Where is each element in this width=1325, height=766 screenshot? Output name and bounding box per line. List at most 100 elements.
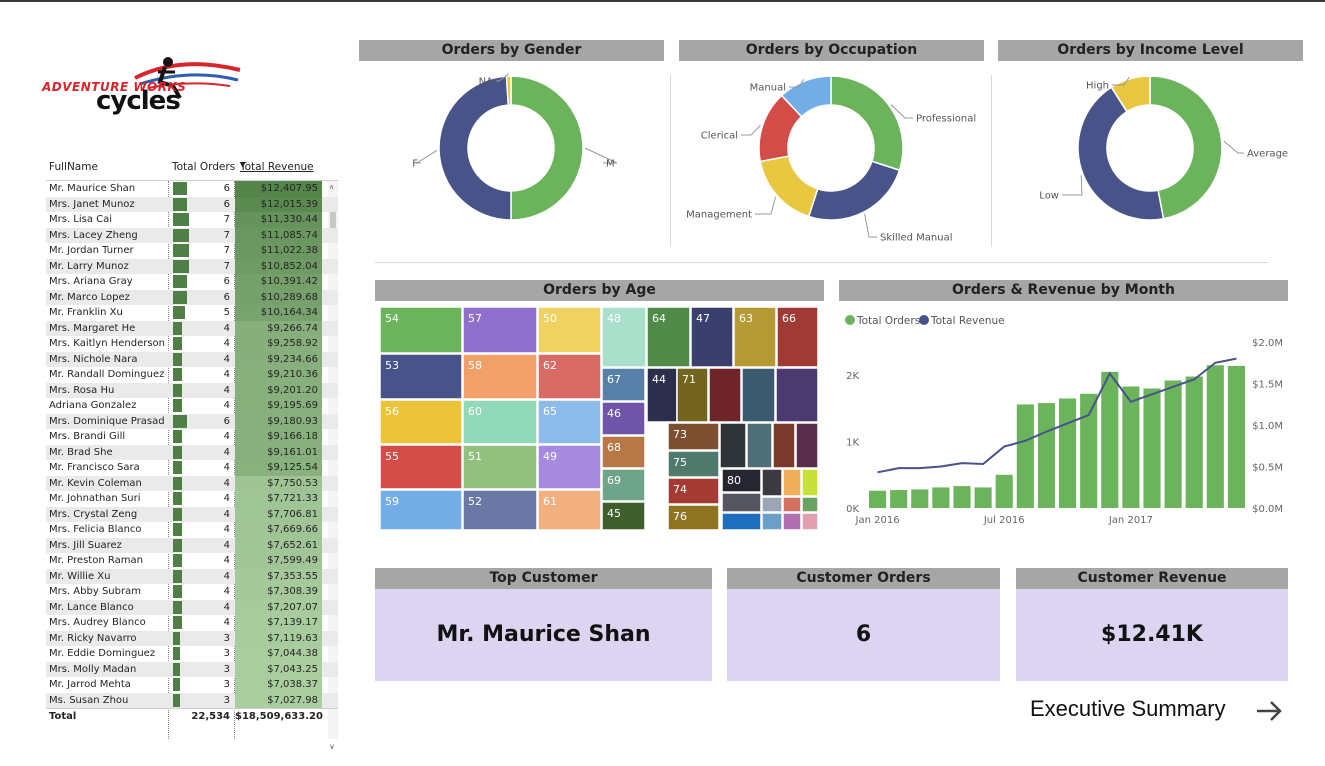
- orders-by-occupation-chart[interactable]: Professional Skilled Manual Management Cler…: [679, 62, 984, 262]
- treemap-cell-age-57[interactable]: [462, 306, 538, 354]
- table-row[interactable]: Mr. Jarrod Mehta 3 $7,038.37: [46, 677, 338, 693]
- treemap-cell-age-68[interactable]: [601, 435, 646, 469]
- treemap-cell-age-66[interactable]: [776, 306, 819, 368]
- table-row[interactable]: Mrs. Janet Munoz 6 $12,015.39: [46, 196, 338, 212]
- orders-bar[interactable]: [974, 487, 992, 508]
- table-row[interactable]: Mrs. Ariana Gray 6 $10,391.42: [46, 274, 338, 290]
- orders-bar[interactable]: [1143, 388, 1161, 508]
- orders-bar[interactable]: [1185, 376, 1203, 508]
- table-row[interactable]: Mr. Eddie Dominguez 3 $7,044.38: [46, 646, 338, 662]
- treemap-cell[interactable]: [782, 468, 802, 497]
- table-row[interactable]: Mr. Maurice Shan 6 $12,407.95: [46, 181, 338, 197]
- table-row[interactable]: Mrs. Lisa Cai 7 $11,330.44: [46, 212, 338, 228]
- table-row[interactable]: Mrs. Rosa Hu 4 $9,201.20: [46, 382, 338, 398]
- orders-bar[interactable]: [932, 487, 950, 508]
- treemap-cell-age-50[interactable]: [537, 306, 602, 354]
- table-row[interactable]: Mr. Randall Dominguez 4 $9,210.36: [46, 367, 338, 383]
- treemap-cell-age-55[interactable]: [379, 444, 463, 490]
- treemap-cell-age-51[interactable]: [462, 444, 538, 490]
- table-row[interactable]: Mr. Franklin Xu 5 $10,164.34: [46, 305, 338, 321]
- treemap-cell-age-53[interactable]: [379, 353, 463, 400]
- table-row[interactable]: Mrs. Margaret He 4 $9,266.74: [46, 320, 338, 336]
- table-row[interactable]: Mr. Larry Munoz 7 $10,852.04: [46, 258, 338, 274]
- donut-slice-average[interactable]: [1149, 75, 1223, 220]
- column-header-total-orders[interactable]: Total Orders: [172, 161, 236, 173]
- table-row[interactable]: Mr. Lance Blanco 4 $7,207.07: [46, 599, 338, 615]
- treemap-cell[interactable]: [761, 512, 783, 531]
- treemap-cell[interactable]: [721, 512, 762, 531]
- treemap-cell-age-76[interactable]: [667, 504, 720, 531]
- table-row[interactable]: Mrs. Kaitlyn Henderson 4 $9,258.92: [46, 336, 338, 352]
- treemap-cell-age-58[interactable]: [462, 353, 538, 400]
- treemap-cell[interactable]: [782, 512, 802, 531]
- treemap-cell-age-56[interactable]: [379, 399, 463, 445]
- treemap-cell-age-60[interactable]: [462, 399, 538, 445]
- treemap-cell-age-80[interactable]: [721, 468, 762, 493]
- orders-by-income-chart[interactable]: Average Low High: [998, 62, 1303, 262]
- treemap-cell-age-59[interactable]: [379, 489, 463, 531]
- treemap-cell-age-47[interactable]: [690, 306, 734, 368]
- table-row[interactable]: Mr. Brad She 4 $9,161.01: [46, 444, 338, 460]
- treemap-cell[interactable]: [801, 496, 819, 513]
- treemap-cell[interactable]: [801, 512, 819, 531]
- donut-slice-na[interactable]: [505, 75, 512, 106]
- table-row[interactable]: Mrs. Abby Subram 4 $7,308.39: [46, 584, 338, 600]
- scroll-thumb[interactable]: [330, 209, 336, 241]
- treemap-cell-age-65[interactable]: [537, 399, 602, 445]
- treemap-cell-age-64[interactable]: [646, 306, 691, 368]
- donut-slice-skilled-manual[interactable]: [807, 160, 901, 221]
- revenue-line[interactable]: [877, 357, 1237, 474]
- orders-bar[interactable]: [1164, 380, 1182, 508]
- treemap-cell-age-67[interactable]: [601, 367, 646, 402]
- scroll-up-icon[interactable]: ∧: [329, 183, 335, 191]
- treemap-cell-age-45[interactable]: [601, 501, 646, 531]
- orders-bar[interactable]: [1016, 404, 1034, 508]
- orders-bar[interactable]: [995, 474, 1013, 508]
- treemap-cell[interactable]: [719, 422, 747, 469]
- donut-slice-f[interactable]: [438, 75, 512, 221]
- table-scrollbar[interactable]: ∧ ∨: [328, 181, 338, 751]
- treemap-cell-age-52[interactable]: [462, 489, 538, 531]
- orders-bar[interactable]: [911, 489, 929, 508]
- treemap-cell[interactable]: [746, 422, 773, 469]
- treemap-cell-age-69[interactable]: [601, 468, 646, 502]
- table-row[interactable]: Mr. Francisco Sara 4 $9,125.54: [46, 460, 338, 476]
- table-row[interactable]: Mrs. Dominique Prasad 6 $9,180.93: [46, 413, 338, 429]
- orders-by-gender-chart[interactable]: M F NA: [359, 62, 664, 262]
- table-row[interactable]: Mrs. Crystal Zeng 4 $7,706.81: [46, 506, 338, 522]
- table-row[interactable]: Ms. Susan Zhou 3 $7,027.98: [46, 692, 338, 708]
- table-row[interactable]: Mr. Jordan Turner 7 $11,022.38: [46, 243, 338, 259]
- table-row[interactable]: Mrs. Jill Suarez 4 $7,652.61: [46, 537, 338, 553]
- treemap-cell[interactable]: [761, 496, 783, 513]
- treemap-cell[interactable]: [708, 367, 742, 423]
- treemap-cell-age-54[interactable]: [379, 306, 463, 354]
- orders-bar[interactable]: [953, 486, 971, 508]
- orders-bar[interactable]: [890, 490, 908, 508]
- legend-total-orders[interactable]: Total Orders: [856, 315, 920, 327]
- donut-slice-manual[interactable]: [780, 75, 832, 118]
- table-row[interactable]: Mrs. Molly Madan 3 $7,043.25: [46, 661, 338, 677]
- table-row[interactable]: Mr. Marco Lopez 6 $10,289.68: [46, 289, 338, 305]
- scroll-down-icon[interactable]: ∨: [329, 742, 335, 751]
- table-row[interactable]: Mr. Kevin Coleman 4 $7,750.53: [46, 475, 338, 491]
- treemap-cell[interactable]: [772, 422, 796, 469]
- donut-slice-low[interactable]: [1077, 86, 1165, 221]
- treemap-cell-age-63[interactable]: [733, 306, 777, 368]
- orders-bar[interactable]: [1227, 365, 1245, 508]
- treemap-cell-age-74[interactable]: [667, 477, 720, 505]
- orders-bar[interactable]: [1206, 365, 1224, 508]
- table-row[interactable]: Mr. Willie Xu 4 $7,353.55: [46, 568, 338, 584]
- arrow-right-icon[interactable]: [1252, 694, 1286, 728]
- column-header-total-revenue[interactable]: Total Revenue: [240, 161, 314, 173]
- treemap-cell[interactable]: [795, 422, 819, 469]
- donut-slice-management[interactable]: [759, 155, 819, 218]
- treemap-cell[interactable]: [741, 367, 776, 423]
- treemap-cell-age-46[interactable]: [601, 401, 646, 436]
- legend-total-revenue[interactable]: Total Revenue: [930, 315, 1005, 327]
- orders-by-age-treemap[interactable]: 54 57 50 48 64 47 63 66 53 58 62 67 44 71 56 60 65 46 55 51…: [375, 302, 824, 534]
- treemap-cell-age-61[interactable]: [537, 489, 602, 531]
- table-row[interactable]: Mr. Johnathan Suri 4 $7,721.33: [46, 491, 338, 507]
- table-row[interactable]: Mrs. Felicia Blanco 4 $7,669.66: [46, 522, 338, 538]
- treemap-cell[interactable]: [761, 468, 783, 497]
- orders-bar[interactable]: [1059, 398, 1077, 508]
